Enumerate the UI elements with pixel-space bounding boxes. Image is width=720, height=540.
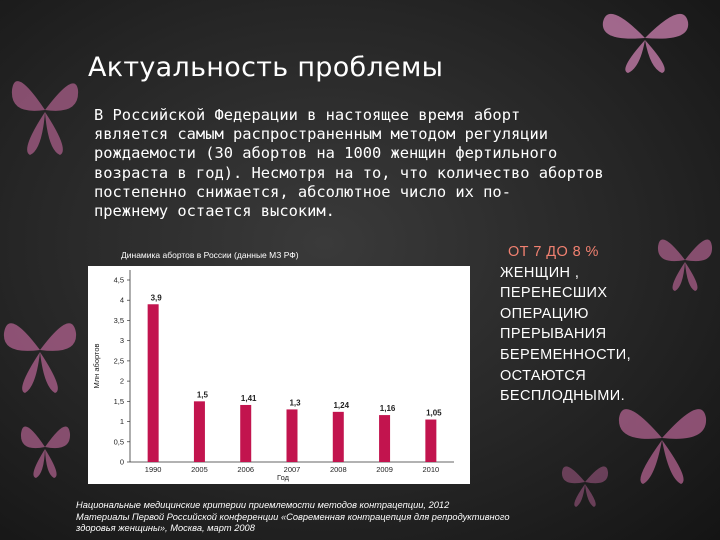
x-tick-label: 2009 xyxy=(376,465,393,474)
bar-2007 xyxy=(286,409,298,462)
y-tick-label: 1,5 xyxy=(114,397,124,406)
bar-2010 xyxy=(425,419,437,462)
body-line: прежнему остается высоким. xyxy=(94,202,335,221)
y-tick-label: 2,5 xyxy=(114,356,124,365)
y-tick-label: 3 xyxy=(120,336,124,345)
bar-2005 xyxy=(193,401,205,462)
body-line: является самым распространенным методом … xyxy=(94,125,549,144)
x-tick-label: 2008 xyxy=(330,465,347,474)
y-tick-label: 0,5 xyxy=(114,437,124,446)
reference-line: здоровья женщины», Москва, март 2008 xyxy=(76,523,255,534)
bar-data-label: 1,41 xyxy=(241,394,257,403)
butterfly-icon xyxy=(657,239,713,291)
slide-title: Актуальность проблемы xyxy=(88,52,444,83)
y-axis-label: Млн абортов xyxy=(92,343,101,388)
y-tick-label: 3,5 xyxy=(114,316,124,325)
x-tick-label: 2005 xyxy=(191,465,208,474)
bar-data-label: 1,05 xyxy=(426,409,442,418)
butterfly-icon xyxy=(11,81,79,155)
chart-frame: Млн абортов Год 0 0,5 1 1,5 2 2,5 3 3,5 4 4,5 3,9… xyxy=(88,266,470,484)
side-note: ОТ 7 ДО 8 % ЖЕНЩИН , ПЕРЕНЕСШИХ ОПЕРАЦИЮ… xyxy=(500,242,700,407)
butterfly-icon xyxy=(20,426,71,478)
butterfly-icon xyxy=(618,409,707,484)
x-tick-label: 2010 xyxy=(423,465,440,474)
butterfly-icon xyxy=(3,323,77,393)
body-line: постепенно снижается, абсолютное число и… xyxy=(94,182,511,201)
bar-1990 xyxy=(147,304,159,462)
y-tick-label: 1 xyxy=(120,417,124,426)
butterfly-icon xyxy=(561,466,609,507)
x-tick-label: 2006 xyxy=(237,465,254,474)
abortion-chart: Динамика абортов в России (данные МЗ РФ)… xyxy=(88,244,470,484)
body-paragraph: В Российской Федерации в настоящее время… xyxy=(94,106,654,221)
body-line: рождаемости (30 абортов на 1000 женщин ф… xyxy=(94,144,558,163)
bar-data-label: 1,24 xyxy=(333,401,349,410)
x-tick-label: 2007 xyxy=(284,465,301,474)
bar-data-label: 3,9 xyxy=(151,293,163,302)
body-line: В Российской Федерации в настоящее время… xyxy=(94,106,521,124)
y-tick-label: 4,5 xyxy=(114,276,124,285)
side-note-highlight: ОТ 7 ДО 8 % xyxy=(508,244,599,260)
bar-data-label: 1,5 xyxy=(197,390,209,399)
side-note-line: ОСТАЮТСЯ xyxy=(500,367,587,384)
chart-svg: Млн абортов Год 0 0,5 1 1,5 2 2,5 3 3,5 4 4,5 3,9… xyxy=(92,270,454,482)
references: Национальные медицинские критерии приемл… xyxy=(76,500,636,535)
side-note-line: ПЕРЕНЕСШИХ xyxy=(500,285,608,302)
side-note-line: ЖЕНЩИН , xyxy=(500,264,580,281)
side-note-line: ОПЕРАЦИЮ xyxy=(500,305,589,322)
bar-2008 xyxy=(332,411,344,462)
y-tick-label: 4 xyxy=(120,296,124,305)
side-note-line: ПРЕРЫВАНИЯ xyxy=(500,326,607,343)
body-line: возраста в год). Несмотря на то, что кол… xyxy=(94,163,604,182)
reference-line: Национальные медицинские критерии приемл… xyxy=(76,500,450,510)
butterfly-icon xyxy=(602,13,689,73)
side-note-line: БЕСПЛОДНЫМИ. xyxy=(500,388,626,405)
side-note-line: БЕРЕМЕННОСТИ, xyxy=(500,346,631,363)
x-tick-label: 1990 xyxy=(145,465,162,474)
bar-2006 xyxy=(240,404,252,462)
y-tick-label: 2 xyxy=(120,377,124,386)
bar-data-label: 1,16 xyxy=(380,404,396,413)
bar-2009 xyxy=(379,415,391,462)
chart-title: Динамика абортов в России (данные МЗ РФ) xyxy=(121,250,299,260)
y-tick-label: 0 xyxy=(120,458,124,467)
reference-line: Материалы Первой Российской конференции … xyxy=(76,511,510,522)
bar-data-label: 1,3 xyxy=(289,398,301,407)
x-axis-label: Год xyxy=(277,473,290,482)
